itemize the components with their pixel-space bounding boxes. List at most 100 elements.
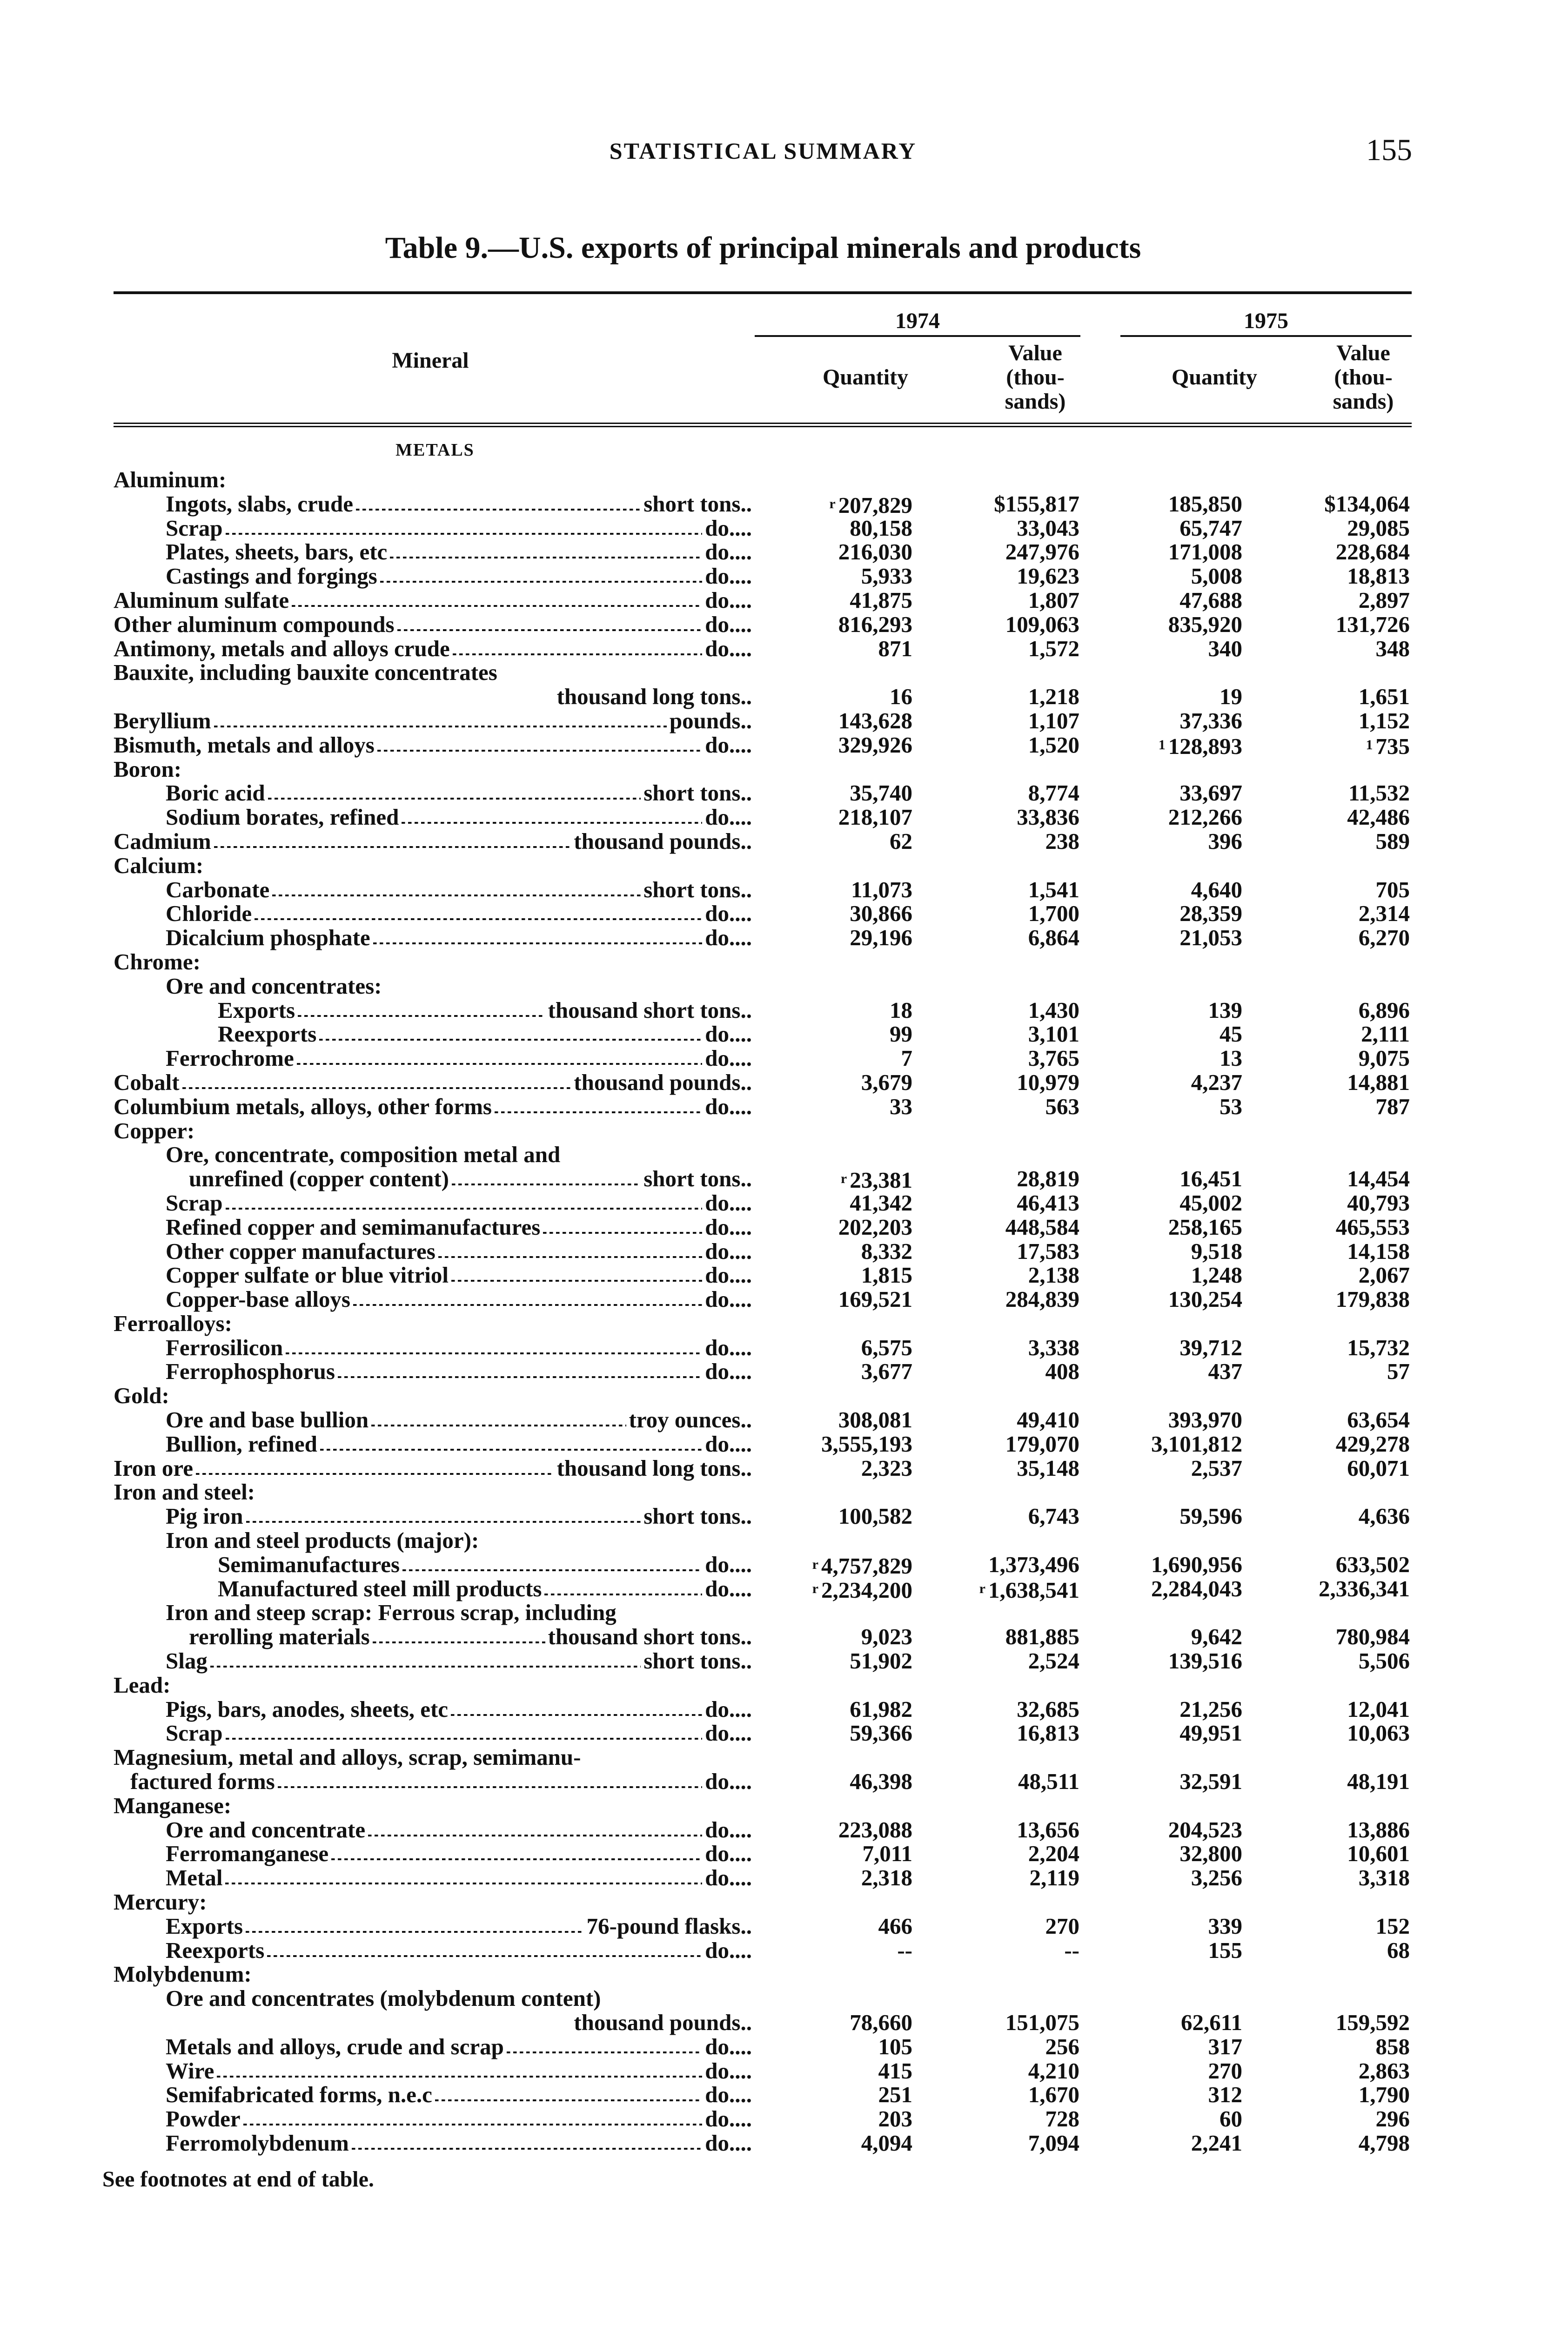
cell-quantity-1974: 61,982	[850, 1696, 912, 1722]
row-label: Exports	[218, 997, 295, 1023]
cell-quantity-1974: 78,660	[850, 2010, 912, 2035]
table-row: Sodium borates, refined do 218,107 33,836 21…	[114, 805, 1412, 829]
cell-quantity-1974: 8,332	[861, 1238, 912, 1264]
footnote-marker: r	[812, 1556, 818, 1572]
row-label-cell: Antimony, metals and alloys crude do	[114, 636, 752, 661]
cell-value-1974: 238	[1045, 828, 1080, 854]
row-label: Iron and steep scrap: Ferrous scrap, inc…	[166, 1600, 616, 1626]
row-label: Mercury:	[114, 1889, 207, 1915]
cell-value-1974: 33,836	[1017, 804, 1079, 830]
footnote-marker: r	[812, 1580, 818, 1596]
row-label: Molybdenum:	[114, 1961, 252, 1987]
row-label-cell: Lead:	[114, 1673, 752, 1697]
table-group-heading: Bauxite, including bauxite concentrates	[114, 660, 1412, 685]
cell-value-1974: 1,807	[1028, 587, 1079, 613]
row-label-cell: rerolling materials thousand short tons	[114, 1625, 752, 1649]
table-row: Powder do 203 728 60 296	[114, 2107, 1412, 2131]
row-label-cell: Ferrochrome do	[114, 1046, 752, 1070]
dot-leader	[402, 805, 703, 829]
table-row: Reexports do -- -- 155 68	[114, 1938, 1412, 1963]
table-row: Plates, sheets, bars, etc do 216,030 247,97…	[114, 540, 1412, 565]
row-unit: do	[705, 564, 752, 588]
row-label-cell: Metal do	[114, 1866, 752, 1890]
cell-value-1975: 29,085	[1347, 515, 1410, 541]
cell-quantity-1974: --	[897, 1937, 912, 1963]
row-unit: do	[705, 1817, 752, 1842]
row-unit: do	[705, 1335, 752, 1360]
row-label-cell: Reexports do	[114, 1938, 752, 1963]
cell-quantity-1975: 139,516	[1168, 1648, 1242, 1674]
row-unit: do	[705, 733, 752, 757]
dot-leader	[182, 1070, 571, 1095]
row-label-cell: Ingots, slabs, crude short tons	[114, 491, 752, 516]
row-label: Castings and forgings	[166, 563, 377, 589]
cell-value-1974: 48,511	[1018, 1769, 1079, 1795]
row-label-cell: Dicalcium phosphate do	[114, 926, 752, 950]
cell-quantity-1974: 59,366	[850, 1720, 912, 1746]
row-label: Columbium metals, alloys, other forms	[114, 1093, 492, 1119]
cell-quantity-1974: 2,323	[861, 1455, 912, 1481]
row-label-cell: Sodium borates, refined do	[114, 805, 752, 829]
row-label-cell: Cobalt thousand pounds	[114, 1070, 752, 1095]
row-label: Metals and alloys, crude and scrap	[166, 2033, 504, 2059]
table-row: Exports 76-pound flasks 466 270 339 152	[114, 1914, 1412, 1938]
row-unit: do	[705, 2131, 752, 2155]
row-label: Carbonate	[166, 876, 270, 902]
cell-number: 23,381	[850, 1167, 912, 1193]
cell-quantity-1974: 5,933	[861, 563, 912, 589]
dot-leader	[390, 540, 703, 565]
cell-quantity-1974: 16	[890, 684, 912, 710]
cell-value-1975: 14,881	[1347, 1069, 1410, 1095]
row-label: Iron ore	[114, 1455, 194, 1481]
table-row: Ferromanganese do 7,011 2,204 32,800 10,601	[114, 1842, 1412, 1866]
row-label: Pigs, bars, anodes, sheets, etc	[166, 1696, 449, 1722]
cell-value-1974: 728	[1045, 2106, 1080, 2132]
row-label-cell: Exports thousand short tons	[114, 998, 752, 1022]
row-unit: thousand pounds	[574, 829, 752, 854]
cell-quantity-1975: 270	[1208, 2058, 1243, 2084]
table-group-heading: Mercury:	[114, 1890, 1412, 1914]
row-label: Bullion, refined	[166, 1431, 317, 1457]
row-unit: do	[705, 1769, 752, 1794]
table-group-heading: Boron:	[114, 757, 1412, 781]
row-label-cell: Ferroalloys:	[114, 1311, 752, 1336]
cell-value-1974: 3,765	[1028, 1045, 1079, 1071]
row-label-cell: Beryllium pounds	[114, 709, 752, 733]
cell-value-1974: 1,541	[1028, 876, 1079, 902]
row-label: Aluminum:	[114, 467, 227, 492]
cell-quantity-1975: 37,336	[1179, 707, 1242, 733]
cell-value-1974: 1,218	[1028, 684, 1079, 710]
cell-quantity-1975: 185,850	[1168, 491, 1242, 517]
row-label: Chloride	[166, 901, 252, 927]
year-1975-rule	[1120, 335, 1412, 337]
table-group-heading: Ore, concentrate, composition metal and	[114, 1143, 1412, 1167]
table-row: unrefined (copper content) short tons r23,…	[114, 1167, 1412, 1193]
header-value-1974: Value (thou- sands)	[968, 341, 1103, 414]
cell-value-1975: 18,813	[1347, 563, 1410, 589]
dot-leader	[246, 1504, 641, 1529]
cell-value-1975: 10,063	[1347, 1720, 1410, 1746]
cell-value-1975: 465,553	[1335, 1214, 1410, 1240]
cell-value-1974: $155,817	[994, 491, 1079, 517]
cell-quantity-1974: 9,023	[861, 1624, 912, 1650]
dot-leader	[543, 1215, 703, 1239]
cell-quantity-1975: 53	[1220, 1093, 1242, 1119]
cell-value-1975: 6,896	[1358, 997, 1410, 1023]
dot-leader	[495, 1094, 703, 1119]
cell-quantity-1974: 251	[878, 2082, 913, 2108]
section-heading-metals: METALS	[395, 440, 475, 460]
cell-value-1974: 881,885	[1005, 1624, 1079, 1650]
table-title: Table 9.—U.S. exports of principal miner…	[385, 231, 1141, 265]
table-group-heading: Iron and steel products (major):	[114, 1528, 1412, 1553]
cell-quantity-1975: 2,241	[1191, 2130, 1242, 2156]
table-row: Semimanufactures do r4,757,829 1,373,496 1,6…	[114, 1551, 1412, 1578]
row-unit: do	[705, 1432, 752, 1456]
cell-value-1974: 49,410	[1017, 1407, 1079, 1433]
cell-value-1974: 6,864	[1028, 925, 1079, 951]
cell-quantity-1975: 212,266	[1168, 804, 1242, 830]
cell-value-1974: 7,094	[1028, 2130, 1079, 2156]
cell-value-1975: 2,111	[1361, 1021, 1410, 1047]
cell-value-1975: 633,502	[1335, 1551, 1410, 1577]
dot-leader	[225, 1721, 703, 1746]
dot-leader	[217, 2058, 703, 2083]
